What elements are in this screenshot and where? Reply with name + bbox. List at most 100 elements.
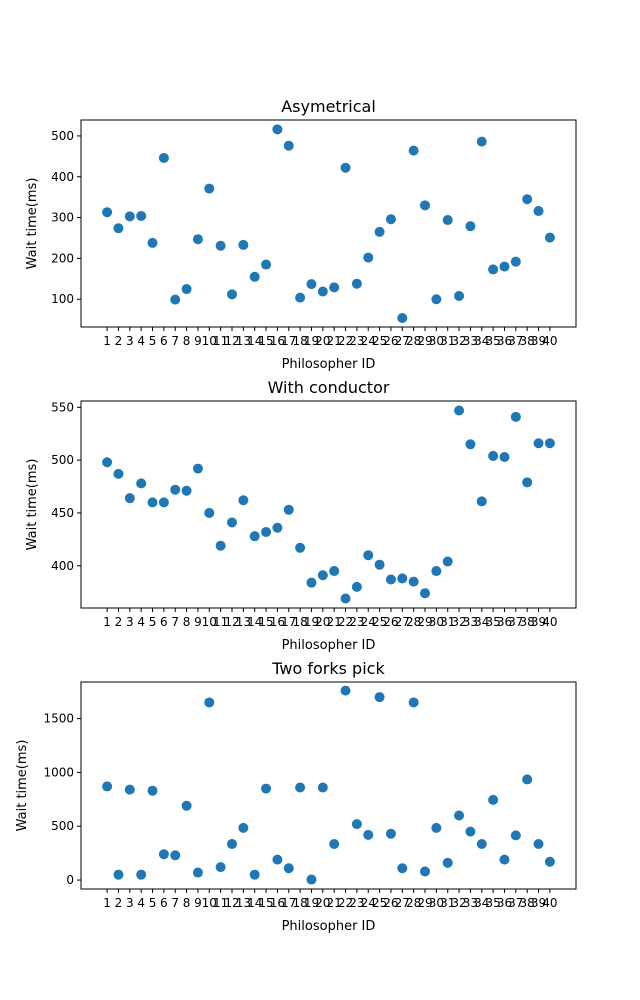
data-point <box>249 869 260 880</box>
data-point <box>295 292 306 303</box>
x-tick-label: 12 <box>224 896 239 910</box>
data-point <box>329 282 340 293</box>
data-point <box>261 526 272 537</box>
data-point <box>238 239 249 250</box>
data-point <box>317 782 328 793</box>
x-tick-label: 7 <box>171 334 179 348</box>
data-point <box>181 800 192 811</box>
data-point <box>340 593 351 604</box>
data-point <box>544 856 555 867</box>
data-point <box>136 869 147 880</box>
x-tick-label: 29 <box>417 615 432 629</box>
data-point <box>533 839 544 850</box>
x-axis-label: Philosopher ID <box>282 638 376 653</box>
data-point <box>226 289 237 300</box>
x-tick-label: 17 <box>281 615 296 629</box>
x-tick-label: 8 <box>183 334 191 348</box>
y-axis-label: Wait time(ms) <box>15 740 30 832</box>
data-point <box>238 495 249 506</box>
data-point <box>351 819 362 830</box>
data-point <box>272 124 283 135</box>
x-tick-label: 19 <box>304 896 319 910</box>
data-point <box>226 839 237 850</box>
data-point <box>329 839 340 850</box>
x-tick-label: 37 <box>508 615 523 629</box>
data-point <box>442 215 453 226</box>
x-tick-label: 15 <box>258 615 273 629</box>
data-point <box>215 862 226 873</box>
data-point <box>283 140 294 151</box>
x-tick-label: 10 <box>202 896 217 910</box>
data-point <box>215 240 226 251</box>
data-point <box>238 822 249 833</box>
data-point <box>476 839 487 850</box>
data-point <box>204 183 215 194</box>
x-tick-label: 10 <box>202 615 217 629</box>
x-tick-label: 27 <box>395 615 410 629</box>
x-tick-label: 33 <box>463 334 478 348</box>
x-tick-label: 6 <box>160 334 168 348</box>
x-tick-label: 38 <box>520 334 535 348</box>
x-tick-label: 24 <box>361 615 376 629</box>
x-tick-label: 13 <box>236 896 251 910</box>
x-tick-label: 6 <box>160 896 168 910</box>
y-tick-label: 500 <box>51 129 74 143</box>
x-tick-label: 23 <box>349 334 364 348</box>
x-tick-label: 20 <box>315 896 330 910</box>
y-tick-label: 550 <box>51 400 74 414</box>
data-point <box>272 522 283 533</box>
x-tick-label: 18 <box>292 615 307 629</box>
data-point <box>147 497 158 508</box>
x-tick-label: 5 <box>149 896 157 910</box>
data-point <box>488 794 499 805</box>
x-tick-label: 7 <box>171 615 179 629</box>
x-tick-label: 15 <box>258 896 273 910</box>
chart-title: Two forks pick <box>271 659 385 678</box>
data-point <box>397 313 408 324</box>
x-tick-label: 33 <box>463 615 478 629</box>
data-point <box>204 697 215 708</box>
x-tick-label: 22 <box>338 334 353 348</box>
plot-frame <box>80 400 577 609</box>
data-point <box>113 468 124 479</box>
x-tick-label: 31 <box>440 334 455 348</box>
x-tick-label: 2 <box>115 896 123 910</box>
data-point <box>124 211 135 222</box>
data-point <box>261 783 272 794</box>
chart-title: With conductor <box>268 378 390 397</box>
plot-frame <box>80 681 577 890</box>
x-tick-label: 40 <box>542 615 557 629</box>
data-point <box>533 438 544 449</box>
x-tick-label: 28 <box>406 334 421 348</box>
data-point <box>374 559 385 570</box>
x-tick-label: 1 <box>103 334 111 348</box>
chart-title: Asymetrical <box>281 97 376 116</box>
data-point <box>385 214 396 225</box>
data-point <box>488 450 499 461</box>
data-point <box>136 210 147 221</box>
x-tick-label: 29 <box>417 334 432 348</box>
x-tick-label: 13 <box>236 615 251 629</box>
plot-frame <box>80 119 577 328</box>
data-point <box>192 463 203 474</box>
data-point <box>147 785 158 796</box>
x-tick-label: 18 <box>292 334 307 348</box>
x-tick-label: 4 <box>137 615 145 629</box>
y-tick-label: 1500 <box>43 712 74 726</box>
data-point <box>102 781 113 792</box>
x-tick-label: 12 <box>224 615 239 629</box>
x-tick-label: 17 <box>281 334 296 348</box>
data-point <box>329 566 340 577</box>
x-tick-label: 11 <box>213 615 228 629</box>
y-tick-label: 100 <box>51 292 74 306</box>
x-tick-label: 31 <box>440 615 455 629</box>
x-tick-label: 17 <box>281 896 296 910</box>
x-tick-label: 28 <box>406 615 421 629</box>
x-tick-label: 34 <box>474 615 489 629</box>
data-point <box>544 232 555 243</box>
data-point <box>181 485 192 496</box>
